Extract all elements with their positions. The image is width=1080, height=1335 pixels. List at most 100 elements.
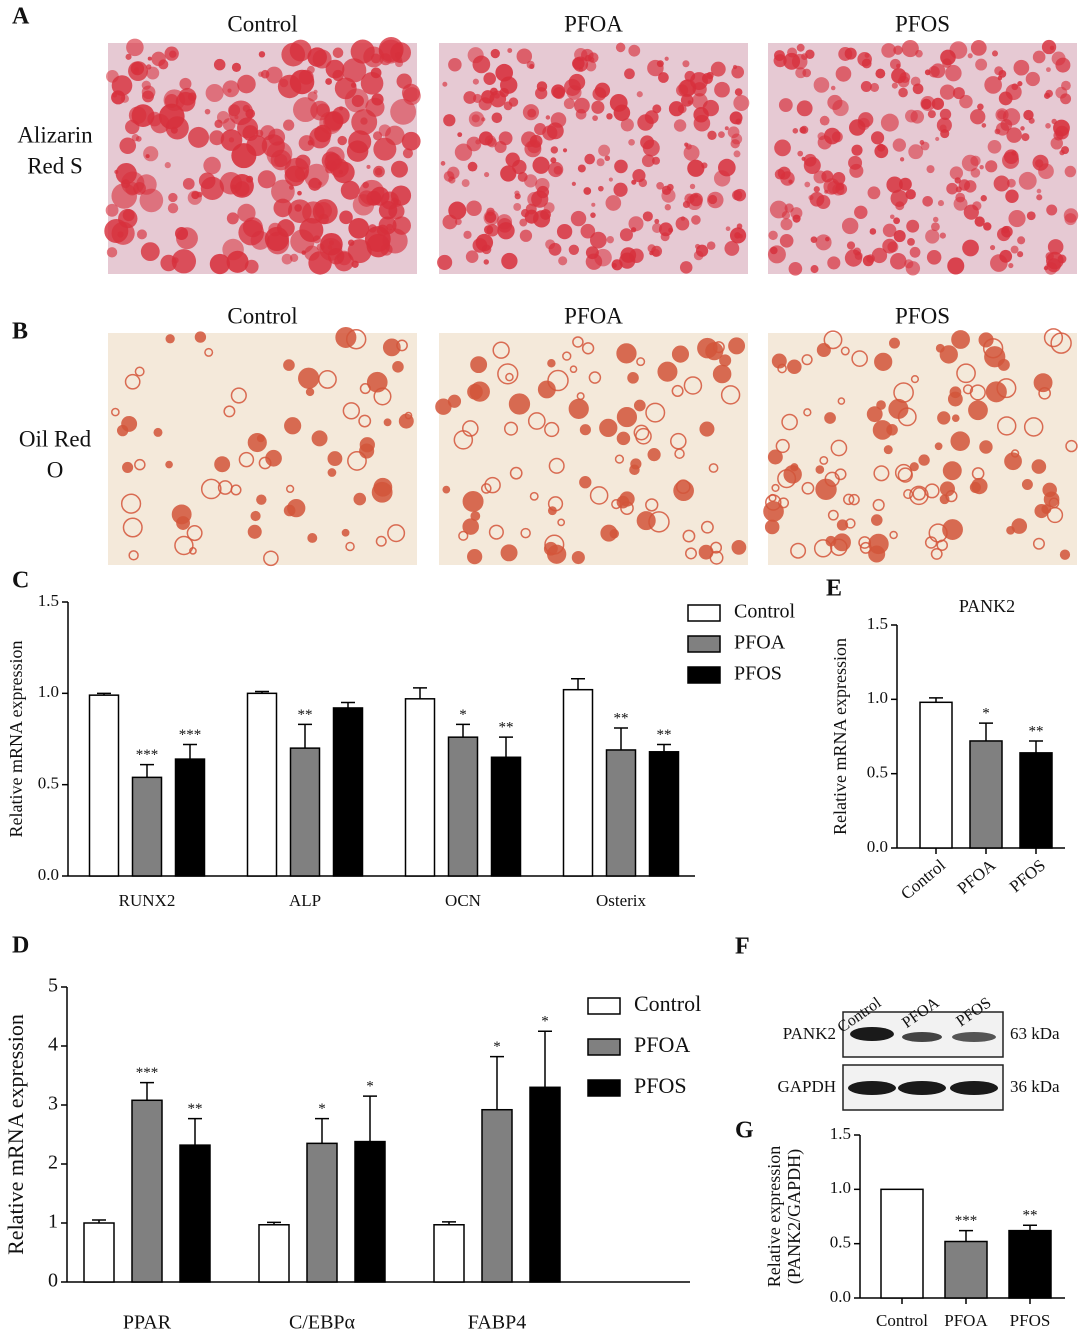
stain — [673, 480, 694, 502]
stain — [589, 231, 607, 249]
stain — [483, 259, 489, 265]
stain — [382, 338, 401, 357]
stain — [733, 188, 747, 202]
stain — [924, 483, 940, 499]
stain — [834, 468, 847, 481]
stain — [572, 56, 589, 72]
stain — [228, 104, 241, 117]
western-blot: PANK2 GAPDH 63 kDa 36 kDa Control PFOA P… — [777, 994, 1060, 1111]
legend-label: Control — [734, 601, 796, 623]
stain — [919, 140, 925, 145]
stain — [342, 58, 367, 83]
stain — [1001, 226, 1010, 234]
stain — [642, 211, 653, 222]
stain — [970, 109, 986, 125]
stain — [121, 171, 145, 195]
stain — [302, 201, 325, 224]
stain — [592, 115, 598, 122]
y-tick-label: 4 — [48, 1034, 58, 1056]
stain — [307, 65, 315, 74]
stain — [797, 150, 804, 157]
stain — [226, 212, 239, 225]
stain — [1053, 130, 1064, 141]
stain — [890, 214, 895, 220]
stain — [918, 454, 930, 466]
stain — [606, 113, 613, 120]
stain — [332, 161, 355, 184]
bar — [174, 758, 206, 877]
stain — [904, 259, 914, 269]
stain — [893, 382, 914, 403]
stain — [288, 185, 294, 190]
stain — [645, 402, 666, 423]
stain — [503, 421, 519, 436]
panel-label: D — [12, 933, 29, 959]
protein-label: GAPDH — [777, 1077, 836, 1096]
stain — [910, 375, 920, 384]
stain — [298, 367, 320, 389]
stain — [886, 423, 898, 436]
stain — [978, 332, 994, 348]
stain — [550, 157, 557, 164]
stain — [908, 144, 924, 160]
stain — [886, 176, 903, 193]
stain — [222, 80, 240, 98]
stain — [572, 336, 584, 348]
stain — [768, 493, 777, 503]
stain — [939, 232, 946, 239]
stain — [1045, 89, 1054, 98]
bar — [131, 776, 163, 877]
chart-title: PANK2 — [959, 596, 1015, 616]
stain — [682, 529, 696, 543]
stain — [645, 498, 659, 512]
stain — [783, 52, 801, 70]
stain — [781, 413, 798, 431]
stain — [175, 227, 189, 241]
stain — [448, 201, 467, 220]
error-bar — [97, 692, 111, 696]
stain — [496, 214, 513, 230]
stain — [209, 130, 225, 146]
stain — [654, 218, 660, 224]
stain — [345, 541, 355, 552]
stain — [556, 223, 573, 240]
stain — [492, 341, 510, 359]
stain — [651, 223, 662, 234]
stain — [700, 520, 714, 534]
stain — [683, 376, 703, 395]
stain — [970, 155, 981, 166]
stain — [143, 146, 159, 162]
stain — [854, 205, 868, 220]
stain — [926, 250, 942, 265]
stain — [325, 78, 333, 85]
stain — [738, 234, 743, 239]
stain — [810, 236, 818, 243]
stain — [332, 47, 344, 59]
y-tick-label: 0.5 — [830, 1233, 851, 1252]
stain — [1057, 254, 1067, 264]
stain — [387, 524, 406, 543]
stain — [366, 164, 371, 169]
stain — [594, 82, 611, 98]
stain — [234, 115, 239, 120]
micrograph — [108, 326, 417, 567]
stain — [947, 391, 963, 407]
stain — [950, 431, 970, 451]
y-tick-label: 1.5 — [867, 614, 888, 633]
stain — [632, 169, 646, 183]
stain — [683, 144, 700, 161]
stain — [1060, 93, 1072, 105]
column-label: PFOS — [895, 11, 950, 36]
stain — [813, 77, 830, 93]
stain — [566, 85, 582, 100]
significance: *** — [955, 1213, 978, 1229]
stain — [579, 476, 592, 489]
stain — [619, 228, 633, 242]
stain — [668, 227, 674, 233]
stain — [714, 81, 730, 98]
stain — [182, 177, 195, 190]
stain — [341, 528, 350, 537]
stain — [401, 131, 421, 151]
stain — [461, 179, 470, 188]
